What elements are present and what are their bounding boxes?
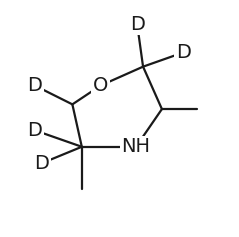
Text: D: D xyxy=(176,43,190,62)
Text: D: D xyxy=(27,76,42,95)
Text: NH: NH xyxy=(121,137,151,156)
Text: O: O xyxy=(93,76,108,95)
Text: D: D xyxy=(130,15,145,34)
Text: D: D xyxy=(34,154,49,173)
Text: D: D xyxy=(27,121,42,140)
